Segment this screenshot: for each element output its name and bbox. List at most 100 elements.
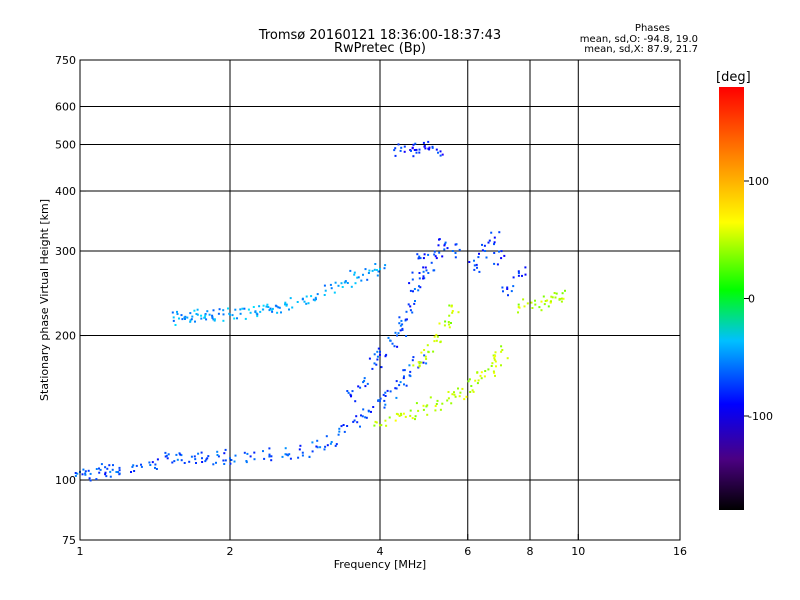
echo-point [312, 298, 315, 301]
echo-point [418, 277, 421, 280]
echo-point [389, 339, 392, 342]
echo-point [190, 318, 193, 321]
echo-point [211, 314, 214, 317]
echo-point [411, 359, 414, 362]
echo-point [164, 455, 167, 458]
echo-point [410, 149, 412, 152]
echo-point [324, 445, 327, 448]
echo-point [245, 461, 248, 464]
echo-point [236, 317, 238, 320]
echo-point [190, 455, 193, 458]
echo-point [346, 425, 349, 427]
echo-point [212, 463, 215, 466]
echo-point [428, 146, 431, 149]
echo-point [484, 370, 487, 372]
echo-point [305, 295, 308, 298]
echo-point [420, 361, 423, 364]
echo-point [403, 369, 406, 372]
echo-point [422, 277, 425, 280]
echo-point [417, 257, 420, 260]
echo-point [99, 468, 102, 471]
echo-point [434, 405, 437, 407]
echo-point [433, 253, 436, 256]
echo-point [223, 452, 226, 455]
echo-point [100, 463, 103, 466]
echo-point [284, 447, 287, 450]
echo-point [426, 413, 429, 416]
echo-point [285, 304, 288, 307]
echo-point [396, 334, 398, 337]
echo-point [384, 403, 387, 406]
echo-point [422, 257, 425, 260]
echo-point [374, 420, 377, 423]
echo-point [498, 250, 500, 253]
echo-point [373, 424, 376, 427]
echo-point [398, 415, 401, 417]
echo-point [468, 261, 471, 263]
echo-point [201, 457, 203, 460]
echo-point [411, 146, 414, 149]
echo-point [204, 313, 207, 316]
echo-point [517, 274, 520, 277]
echo-point [271, 310, 274, 313]
echo-point [261, 308, 264, 311]
echo-point [490, 231, 493, 234]
echo-point [472, 390, 475, 393]
echo-point [76, 472, 79, 475]
echo-point [502, 290, 504, 293]
echo-point [457, 387, 459, 390]
echo-point [540, 300, 543, 303]
echo-point [213, 319, 216, 322]
echo-point [412, 143, 415, 146]
echo-point [310, 295, 313, 298]
echo-point [416, 253, 419, 256]
echo-point [493, 252, 496, 254]
echo-point [405, 318, 408, 321]
echo-point [480, 371, 483, 374]
echo-point [562, 297, 565, 300]
echo-point [191, 315, 194, 318]
echo-point [540, 309, 543, 312]
echo-point [396, 345, 399, 348]
echo-point [457, 311, 460, 314]
echo-point [373, 353, 376, 356]
echo-point [431, 146, 434, 149]
echo-point [414, 142, 417, 145]
echo-point [256, 313, 259, 316]
echo-point [439, 340, 442, 343]
echo-point [291, 306, 294, 309]
echo-point [233, 317, 236, 320]
y-tick-label: 200 [55, 330, 76, 343]
echo-point [178, 317, 180, 320]
echo-point [111, 468, 114, 471]
echo-point [431, 145, 434, 148]
echo-point [289, 297, 292, 300]
echo-point [391, 342, 394, 345]
echo-point [247, 308, 250, 311]
echo-point [222, 313, 225, 316]
echo-point [439, 154, 442, 157]
echo-point [216, 454, 219, 456]
echo-point [314, 296, 317, 299]
echo-point [379, 424, 381, 427]
echo-point [349, 393, 352, 396]
echo-point [311, 450, 314, 453]
echo-point [427, 351, 430, 354]
echo-point [483, 375, 486, 378]
echo-point [413, 149, 416, 151]
echo-point [544, 300, 547, 302]
echo-point [385, 353, 388, 356]
y-axis-label: Stationary phase Virtual Height [km] [38, 199, 51, 401]
echo-point [422, 408, 425, 411]
echo-point [337, 284, 340, 287]
echo-point [367, 272, 370, 274]
echo-point [386, 389, 389, 392]
echo-point [267, 306, 270, 308]
echo-point [426, 344, 429, 347]
echo-point [233, 460, 236, 463]
echo-point [208, 313, 211, 316]
phase-stats-x-mode: mean, sd,X: 87.9, 21.7 [584, 44, 698, 55]
echo-point [461, 387, 464, 390]
echo-point [338, 427, 341, 430]
